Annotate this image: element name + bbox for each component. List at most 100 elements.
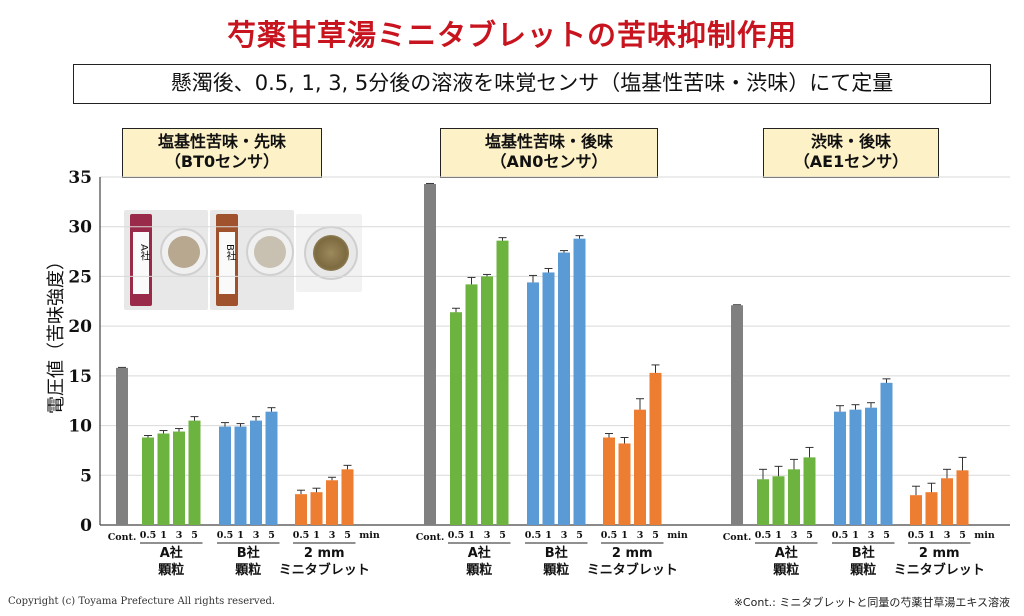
panel-label-line1: 塩基性苦味・先味	[157, 132, 286, 151]
panel-label-line2: （BT0センサ）	[164, 152, 280, 171]
time-tick-label: 1	[468, 530, 475, 541]
group-label: B社	[852, 545, 875, 561]
time-tick-label: 1	[237, 530, 244, 541]
control-bar	[731, 305, 743, 525]
y-tick-label: 5	[80, 466, 92, 486]
panel-label-line1: 渋味・後味	[810, 132, 891, 151]
control-label: Cont.	[723, 532, 752, 543]
bar	[558, 252, 570, 525]
bar	[956, 470, 969, 525]
time-tick-label: 5	[576, 530, 583, 541]
time-tick-label: 0.5	[908, 530, 925, 541]
time-tick-label: 5	[499, 530, 506, 541]
time-tick-label: 0.5	[601, 530, 618, 541]
group-label: 2 mm	[304, 546, 345, 561]
bar	[157, 433, 170, 525]
bar	[834, 411, 846, 525]
subtitle-box: 懸濁後、0.5, 1, 3, 5分後の溶液を味覚センサ（塩基性苦味・渋味）にて定…	[73, 64, 991, 104]
bar	[496, 240, 509, 526]
bar	[634, 409, 646, 525]
time-tick-label: 5	[652, 530, 659, 541]
bar	[925, 492, 938, 525]
bar	[188, 420, 201, 525]
control-label: Cont.	[416, 532, 445, 543]
bar	[941, 478, 953, 525]
bar	[880, 382, 893, 525]
time-tick-label: 5	[268, 530, 275, 541]
bar	[465, 284, 478, 525]
y-tick-label: 30	[68, 218, 92, 238]
granules-a-icon	[160, 228, 208, 276]
sachet-b-label: B社	[224, 244, 235, 261]
bar	[788, 469, 800, 525]
time-tick-label: 0.5	[832, 530, 849, 541]
time-tick-label: 3	[561, 530, 568, 541]
group-label: A社	[775, 545, 798, 561]
bar	[757, 479, 769, 525]
y-tick-label: 10	[68, 417, 92, 437]
panel-label-line2: （AE1センサ）	[793, 152, 909, 171]
group-label: 顆粒	[235, 562, 261, 578]
bar	[295, 494, 307, 525]
bar	[310, 492, 323, 525]
sachet-a-icon: A社	[130, 214, 152, 306]
sachet-a-label: A社	[138, 244, 149, 261]
bar	[219, 426, 231, 525]
bar	[265, 411, 278, 525]
panel-label-line2: （AN0センサ）	[490, 152, 608, 171]
time-tick-label: 1	[160, 530, 167, 541]
group-label: 2 mm	[919, 546, 960, 561]
group-label: ミニタブレット	[894, 562, 985, 578]
time-tick-label: 1	[928, 530, 935, 541]
time-tick-label: 0.5	[293, 530, 310, 541]
time-tick-label: 5	[883, 530, 890, 541]
time-tick-label: 1	[775, 530, 782, 541]
bar	[603, 437, 615, 525]
time-tick-label: 0.5	[755, 530, 772, 541]
time-tick-label: 0.5	[217, 530, 234, 541]
bar	[910, 495, 922, 525]
bar	[865, 407, 877, 525]
group-label: A社	[468, 545, 491, 561]
bar	[649, 372, 662, 525]
bar	[527, 282, 539, 525]
granules-b-icon	[246, 228, 294, 276]
group-label: 顆粒	[850, 562, 876, 578]
bar	[341, 469, 354, 525]
copyright: Copyright (c) Toyama Prefecture All righ…	[8, 596, 276, 607]
time-tick-label: 5	[806, 530, 813, 541]
bar	[542, 272, 555, 525]
time-tick-label: 5	[959, 530, 966, 541]
group-label: B社	[237, 545, 260, 561]
control-bar	[424, 183, 436, 525]
time-tick-label: 3	[253, 530, 260, 541]
bar	[173, 431, 185, 525]
time-tick-label: 0.5	[525, 530, 542, 541]
time-tick-label: 1	[852, 530, 859, 541]
tablets-icon	[304, 226, 358, 280]
bar	[450, 312, 462, 525]
group-label: ミニタブレット	[587, 562, 678, 578]
time-tick-label: 3	[176, 530, 183, 541]
time-tick-label: 3	[791, 530, 798, 541]
time-tick-label: 3	[944, 530, 951, 541]
time-tick-label: 3	[637, 530, 644, 541]
group-label: 顆粒	[773, 562, 799, 578]
time-tick-label: 1	[545, 530, 552, 541]
time-tick-label: 3	[868, 530, 875, 541]
panel-label-an0: 塩基性苦味・後味 （AN0センサ）	[440, 128, 658, 178]
time-unit-label: min	[974, 530, 995, 541]
time-tick-label: 3	[329, 530, 336, 541]
time-unit-label: min	[667, 530, 688, 541]
time-tick-label: 0.5	[140, 530, 157, 541]
bar	[573, 238, 586, 525]
control-bar	[116, 367, 128, 525]
sachet-b-icon: B社	[216, 214, 238, 306]
bar	[142, 437, 154, 525]
bar	[849, 409, 862, 525]
footnote: ※Cont.: ミニタブレットと同量の芍薬甘草湯エキス溶液	[733, 596, 1010, 609]
bar	[803, 457, 816, 525]
y-tick-label: 15	[68, 367, 92, 387]
panel-label-line1: 塩基性苦味・後味	[484, 132, 613, 151]
